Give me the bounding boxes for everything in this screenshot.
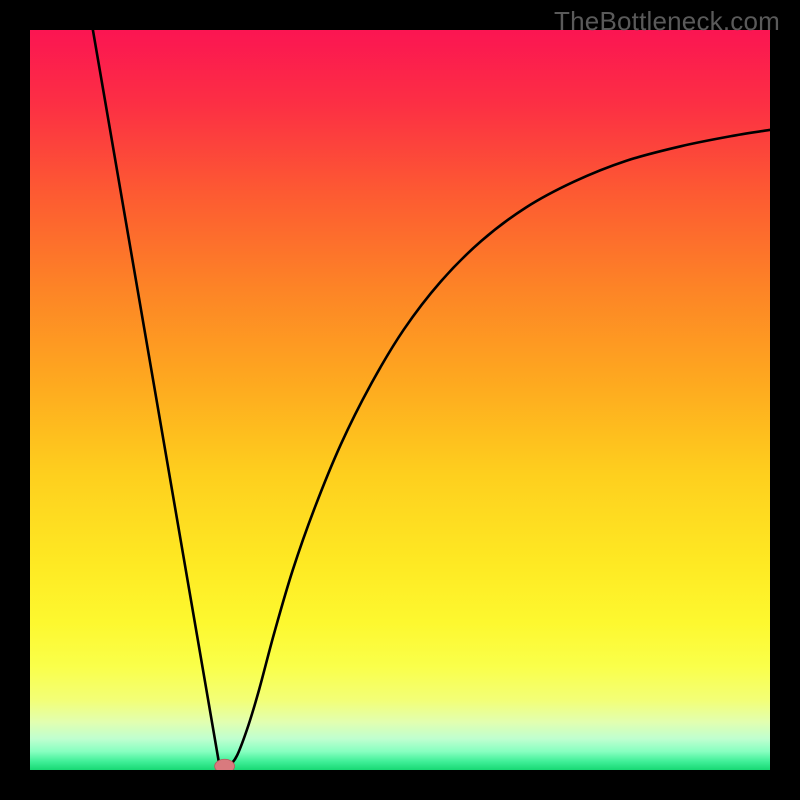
plot-area [30, 30, 770, 770]
frame-right [770, 0, 800, 800]
gradient-background [30, 30, 770, 770]
watermark-text: TheBottleneck.com [554, 6, 780, 37]
min-marker [215, 759, 235, 770]
frame-bottom [0, 770, 800, 800]
frame-left [0, 0, 30, 800]
plot-svg [30, 30, 770, 770]
